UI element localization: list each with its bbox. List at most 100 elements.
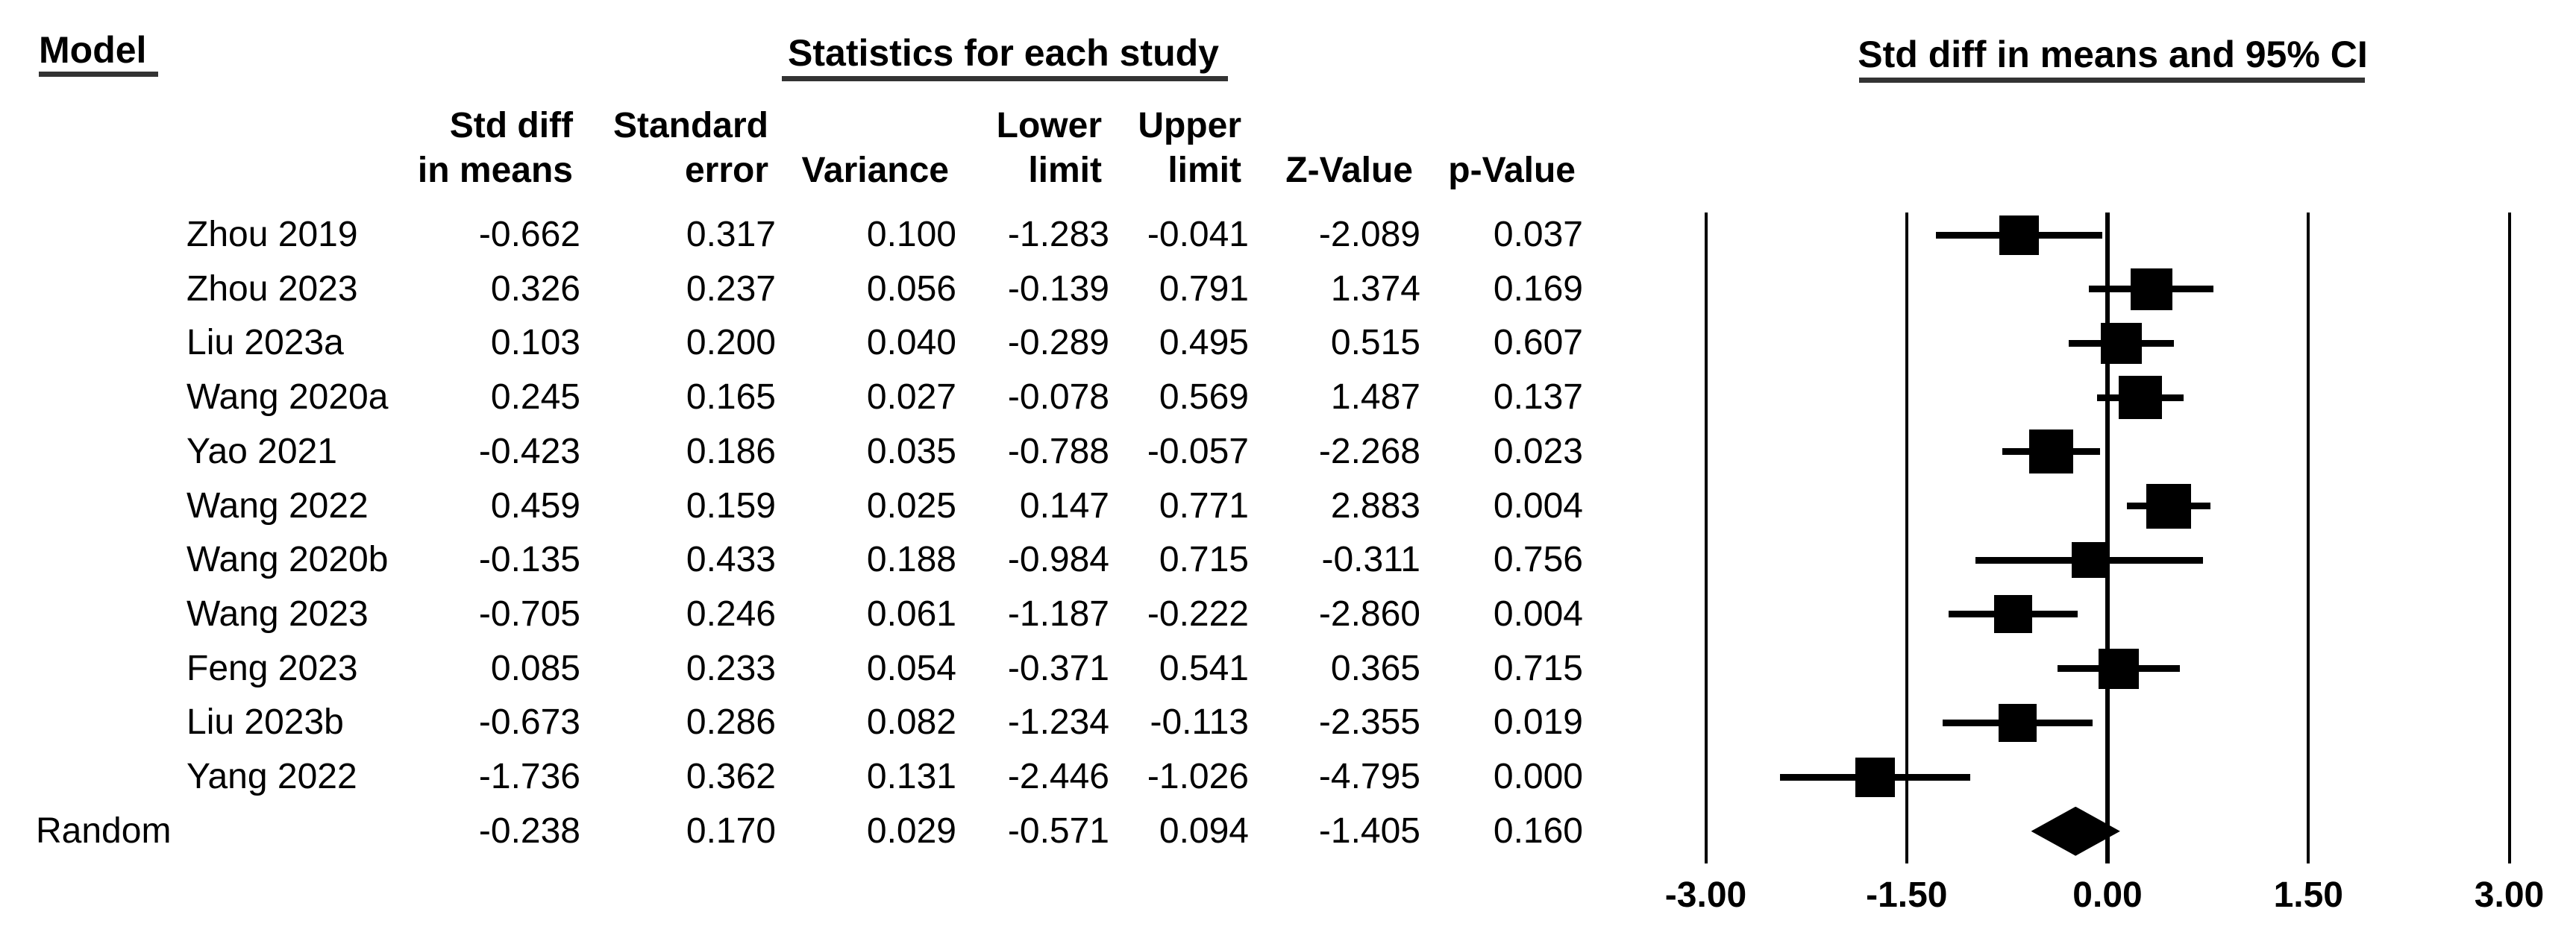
cell-p-value: 0.756 <box>1493 540 1583 579</box>
cell-upper-limit: 0.715 <box>1159 540 1249 579</box>
column-header-line2-5: Z-Value <box>1285 151 1413 190</box>
cell-lower-limit: -2.446 <box>1007 757 1109 796</box>
cell-z-value: 1.487 <box>1330 377 1420 417</box>
cell-standard-error: 0.159 <box>686 486 776 526</box>
effect-size-square <box>1855 757 1895 797</box>
cell-std-diff: 0.459 <box>490 486 580 526</box>
cell-upper-limit: -0.222 <box>1147 594 1249 634</box>
cell-p-value: 0.004 <box>1493 486 1583 526</box>
cell-std-diff: 0.326 <box>490 269 580 309</box>
study-label: Wang 2020a <box>187 377 389 417</box>
cell-z-value: 0.515 <box>1330 323 1420 362</box>
cell-p-value: 0.169 <box>1493 269 1583 309</box>
cell-lower-limit: -0.371 <box>1007 649 1109 688</box>
study-label: Zhou 2023 <box>187 269 358 309</box>
zero-gridline <box>2105 213 2110 863</box>
ci-section-title: Std diff in means and 95% CI <box>1858 34 2368 75</box>
cell-variance: 0.025 <box>866 486 956 526</box>
axis-gridline <box>2307 213 2310 863</box>
cell-standard-error: 0.170 <box>686 811 776 851</box>
cell-p-value: 0.019 <box>1493 702 1583 742</box>
cell-z-value: -2.268 <box>1318 432 1420 471</box>
cell-std-diff: 0.085 <box>490 649 580 688</box>
cell-z-value: -2.860 <box>1318 594 1420 634</box>
cell-upper-limit: 0.569 <box>1159 377 1249 417</box>
ci-title-underline <box>1859 78 2365 83</box>
cell-std-diff: -0.705 <box>478 594 580 634</box>
column-header-line2-6: p-Value <box>1448 151 1576 190</box>
cell-upper-limit: -0.113 <box>1150 702 1249 742</box>
cell-variance: 0.131 <box>866 757 956 796</box>
study-label: Feng 2023 <box>187 649 358 688</box>
cell-variance: 0.054 <box>866 649 956 688</box>
column-header-line2-1: error <box>684 151 768 190</box>
cell-std-diff: -0.135 <box>478 540 580 579</box>
cell-standard-error: 0.317 <box>686 215 776 254</box>
cell-variance: 0.188 <box>866 540 956 579</box>
cell-variance: 0.061 <box>866 594 956 634</box>
cell-lower-limit: -0.984 <box>1007 540 1109 579</box>
cell-p-value: 0.160 <box>1493 811 1583 851</box>
cell-lower-limit: -0.139 <box>1007 269 1109 309</box>
column-header-line2-0: in means <box>417 151 573 190</box>
x-axis-tick-label: 3.00 <box>2474 875 2545 915</box>
cell-standard-error: 0.200 <box>686 323 776 362</box>
cell-std-diff: -0.238 <box>478 811 580 851</box>
cell-variance: 0.082 <box>866 702 956 742</box>
cell-upper-limit: -1.026 <box>1147 757 1249 796</box>
axis-gridline <box>1905 213 1908 863</box>
cell-standard-error: 0.233 <box>686 649 776 688</box>
cell-p-value: 0.023 <box>1493 432 1583 471</box>
effect-size-square <box>1998 703 2037 742</box>
column-header-line2-3: limit <box>1028 151 1102 190</box>
model-title-underline <box>39 72 158 77</box>
cell-z-value: -0.311 <box>1321 540 1420 579</box>
study-label: Liu 2023b <box>187 702 344 742</box>
cell-z-value: 1.374 <box>1330 269 1420 309</box>
study-label: Wang 2020b <box>187 540 389 579</box>
cell-upper-limit: 0.791 <box>1159 269 1249 309</box>
cell-std-diff: -0.673 <box>478 702 580 742</box>
cell-lower-limit: -0.571 <box>1007 811 1109 851</box>
statistics-title-underline <box>782 76 1228 81</box>
effect-size-square <box>2101 322 2142 364</box>
cell-upper-limit: 0.771 <box>1159 486 1249 526</box>
cell-std-diff: -1.736 <box>478 757 580 796</box>
model-column-title: Model <box>39 29 147 71</box>
cell-standard-error: 0.433 <box>686 540 776 579</box>
cell-p-value: 0.137 <box>1493 377 1583 417</box>
cell-upper-limit: -0.057 <box>1147 432 1249 471</box>
effect-size-square <box>1999 215 2039 255</box>
cell-p-value: 0.004 <box>1493 594 1583 634</box>
cell-variance: 0.040 <box>866 323 956 362</box>
cell-std-diff: 0.245 <box>490 377 580 417</box>
cell-standard-error: 0.246 <box>686 594 776 634</box>
cell-upper-limit: 0.094 <box>1159 811 1249 851</box>
effect-size-square <box>1994 595 2032 634</box>
cell-upper-limit: 0.541 <box>1159 649 1249 688</box>
cell-lower-limit: -0.788 <box>1007 432 1109 471</box>
x-axis-tick-label: -1.50 <box>1866 875 1948 915</box>
cell-p-value: 0.037 <box>1493 215 1583 254</box>
cell-standard-error: 0.362 <box>686 757 776 796</box>
study-label: Zhou 2019 <box>187 215 358 254</box>
x-axis-tick-label: -3.00 <box>1664 875 1747 915</box>
cell-variance: 0.035 <box>866 432 956 471</box>
cell-standard-error: 0.165 <box>686 377 776 417</box>
cell-lower-limit: 0.147 <box>1019 486 1109 526</box>
statistics-section-title: Statistics for each study <box>788 32 1219 74</box>
cell-variance: 0.027 <box>866 377 956 417</box>
cell-p-value: 0.000 <box>1493 757 1583 796</box>
column-header-line2-4: limit <box>1168 151 1241 190</box>
cell-z-value: -1.405 <box>1318 811 1420 851</box>
cell-variance: 0.029 <box>866 811 956 851</box>
cell-variance: 0.056 <box>866 269 956 309</box>
study-label: Wang 2022 <box>187 486 369 526</box>
effect-size-square <box>2130 268 2172 310</box>
effect-size-square <box>2099 648 2140 689</box>
cell-upper-limit: -0.041 <box>1147 215 1249 254</box>
cell-std-diff: -0.423 <box>478 432 580 471</box>
cell-standard-error: 0.286 <box>686 702 776 742</box>
cell-lower-limit: -1.187 <box>1007 594 1109 634</box>
